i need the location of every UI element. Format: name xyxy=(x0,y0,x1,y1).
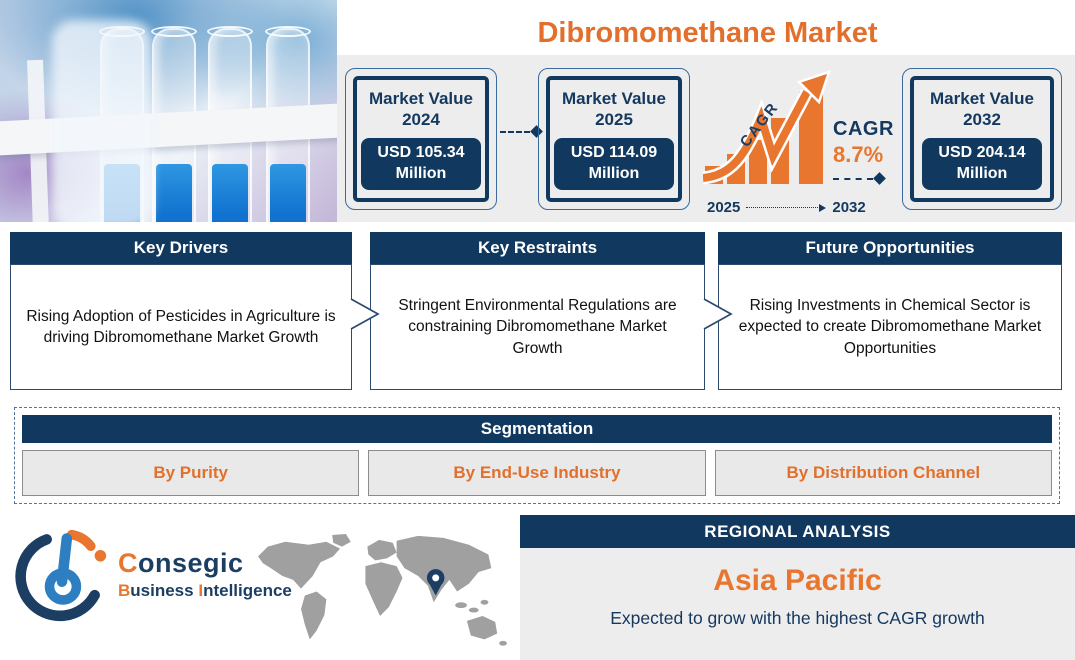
page-title: Dibromomethane Market xyxy=(537,16,878,49)
panel-body-key-restraints: Stringent Environmental Regulations are … xyxy=(370,264,705,390)
tagline-b: B xyxy=(118,580,131,600)
card-value: USD 204.14 xyxy=(938,144,1026,162)
card-label: Market Value xyxy=(369,88,473,108)
growth-bars-icon: CAGR xyxy=(703,70,831,185)
segmentation-item-distribution-channel: By Distribution Channel xyxy=(714,450,1052,496)
year-start: 2025 xyxy=(707,199,741,216)
cagr-value: 8.7% xyxy=(833,142,884,167)
panel-header-future-opportunities: Future Opportunities xyxy=(718,232,1062,264)
segmentation-item-purity: By Purity xyxy=(22,450,360,496)
regional-header: REGIONAL ANALYSIS xyxy=(520,515,1075,548)
tagline-i: I xyxy=(198,580,204,600)
dashed-connector-icon xyxy=(500,125,543,138)
logo-name-initial: C xyxy=(118,547,138,578)
logo-tagline: Business Intelligence xyxy=(118,581,292,601)
card-value: USD 105.34 xyxy=(377,144,465,162)
card-value-unit: Million xyxy=(395,165,447,183)
blurred-foreground-tube xyxy=(52,20,152,222)
arrowhead-icon xyxy=(796,70,831,105)
card-value-unit: Million xyxy=(956,165,1008,183)
logo-name: Consegic xyxy=(118,548,292,579)
panel-header-key-drivers: Key Drivers xyxy=(10,232,352,264)
cagr-label: CAGR xyxy=(833,118,894,140)
card-value-badge: USD 204.14 Million xyxy=(922,138,1042,191)
company-logo: Consegic Business Intelligence xyxy=(14,526,292,622)
card-year: 2025 xyxy=(595,110,633,130)
logo-mark-icon xyxy=(15,529,107,622)
regional-subtitle: Expected to grow with the highest CAGR g… xyxy=(610,608,985,628)
year-end: 2032 xyxy=(832,199,866,216)
card-label: Market Value xyxy=(930,88,1034,108)
tagline-ntelligence: ntelligence xyxy=(203,580,292,600)
arrow-right-icon xyxy=(819,203,827,212)
location-pin-icon xyxy=(426,569,445,596)
card-year: 2032 xyxy=(963,110,1001,130)
regional-body: Asia Pacific Expected to grow with the h… xyxy=(520,548,1075,660)
card-value: USD 114.09 xyxy=(570,144,658,162)
card-value-badge: USD 114.09 Million xyxy=(554,138,674,191)
world-map xyxy=(258,533,507,646)
market-value-card-2032: Market Value 2032 USD 204.14 Million xyxy=(902,68,1062,210)
lab-test-tubes-photo xyxy=(0,0,337,222)
diamond-endpoint-icon xyxy=(873,172,886,185)
cagr-graphic: CAGR CAGR 8.7% 2025 2032 xyxy=(703,66,901,218)
chevron-right-icon xyxy=(349,298,380,330)
logo-name-rest: onsegic xyxy=(138,547,244,578)
card-year: 2024 xyxy=(402,110,440,130)
segmentation-section: Segmentation By Purity By End-Use Indust… xyxy=(14,407,1060,504)
segmentation-item-end-use-industry: By End-Use Industry xyxy=(368,450,706,496)
card-label: Market Value xyxy=(562,88,666,108)
regional-panel: REGIONAL ANALYSIS Asia Pacific Expected … xyxy=(520,515,1075,660)
card-value-badge: USD 105.34 Million xyxy=(361,138,481,191)
cagr-years: 2025 2032 xyxy=(707,199,866,216)
region-name: Asia Pacific xyxy=(713,564,882,597)
panel-body-future-opportunities: Rising Investments in Chemical Sector is… xyxy=(718,264,1062,390)
growth-arrow-icon xyxy=(703,90,811,182)
tagline-usiness: usiness xyxy=(130,580,199,600)
market-value-card-2024: Market Value 2024 USD 105.34 Million xyxy=(345,68,497,210)
dashed-connector-icon xyxy=(833,172,901,185)
dotted-line-icon xyxy=(746,207,819,208)
market-value-card-2025: Market Value 2025 USD 114.09 Million xyxy=(538,68,690,210)
panel-header-key-restraints: Key Restraints xyxy=(370,232,705,264)
panel-body-key-drivers: Rising Adoption of Pesticides in Agricul… xyxy=(10,264,352,390)
chevron-right-icon xyxy=(702,298,733,330)
segmentation-header: Segmentation xyxy=(22,415,1052,443)
card-value-unit: Million xyxy=(588,165,640,183)
